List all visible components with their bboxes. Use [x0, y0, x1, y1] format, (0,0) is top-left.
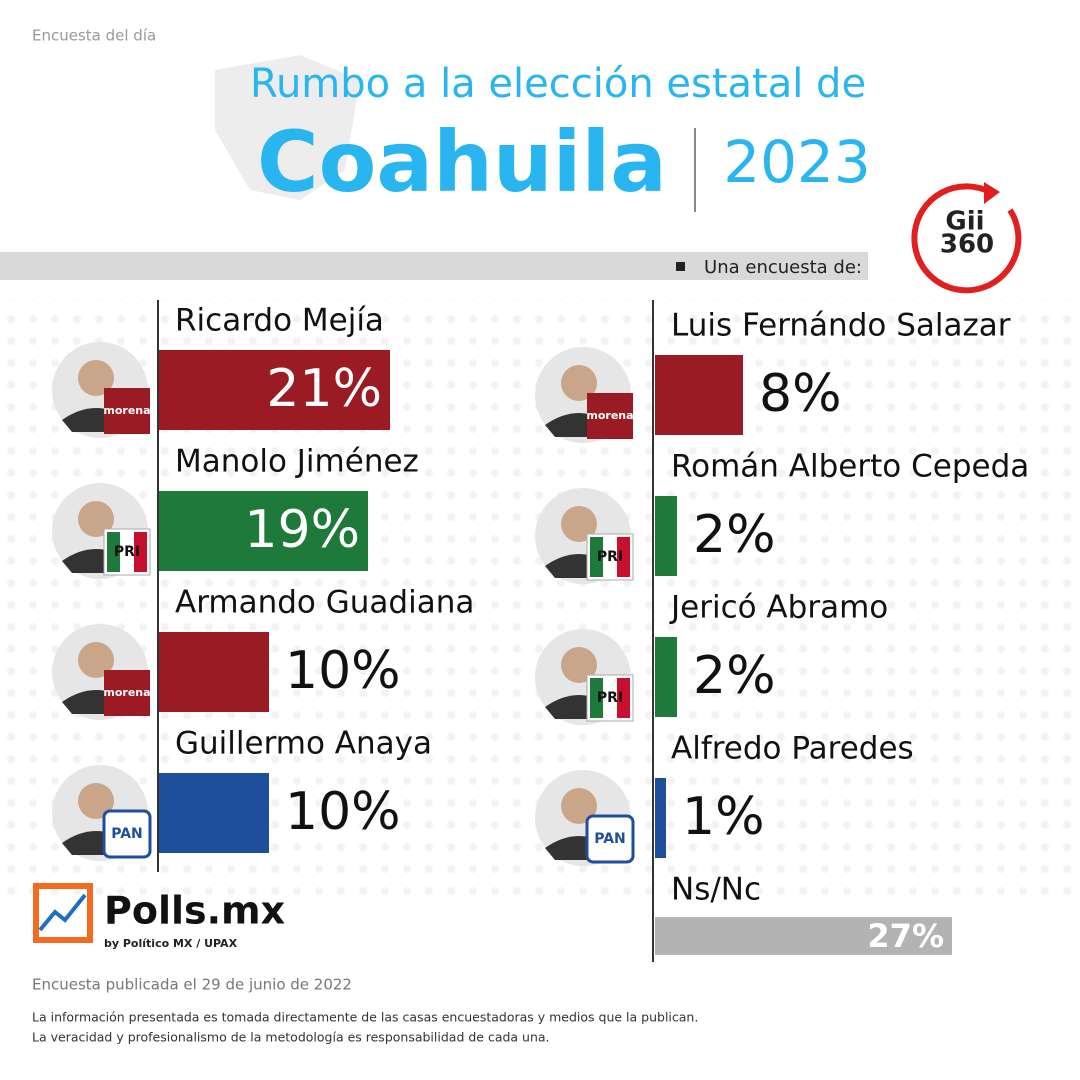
party-label: PAN	[111, 826, 143, 842]
bar	[159, 773, 269, 853]
party-badge	[587, 393, 633, 439]
photo-head	[78, 501, 114, 537]
value-label: 19%	[244, 500, 360, 560]
value-label: 1%	[682, 787, 765, 847]
candidate-name: Alfredo Paredes	[671, 731, 914, 767]
bar	[159, 491, 368, 571]
party-stripe	[617, 678, 630, 718]
logo-text: 360	[940, 230, 994, 260]
value-label: 10%	[285, 641, 401, 701]
value-label: 2%	[693, 646, 776, 706]
state-map	[215, 55, 360, 200]
photo-head	[561, 647, 597, 683]
party-badge	[104, 670, 150, 716]
candidate-name: Guillermo Anaya	[175, 726, 432, 762]
value-label: 21%	[266, 359, 382, 419]
pollster-logo: Gii 360	[911, 182, 1022, 294]
party-stripe	[134, 532, 147, 572]
photo-head	[78, 360, 114, 396]
party-badge	[104, 388, 150, 434]
bar	[655, 637, 677, 717]
brand-logo: Polls.mx by Político MX / UPAX	[33, 883, 285, 950]
brand-byline: by Político MX / UPAX	[104, 937, 238, 950]
bullet	[676, 262, 685, 271]
candidate-name: Ns/Nc	[671, 872, 761, 908]
bar	[159, 350, 390, 430]
candidate-name: Luis Fernándo Salazar	[671, 308, 1011, 344]
candidate-name: Ricardo Mejía	[175, 303, 384, 339]
candidate-name: Román Alberto Cepeda	[671, 449, 1029, 485]
party-label: PRI	[597, 549, 623, 565]
party-stripe	[107, 532, 120, 572]
party-label: morena	[103, 404, 150, 417]
party-label: morena	[586, 409, 633, 422]
logo-ring	[911, 183, 1022, 294]
party-label: PRI	[114, 544, 140, 560]
bar	[655, 778, 666, 858]
photo-head	[78, 783, 114, 819]
party-stripe	[590, 678, 603, 718]
tag: Encuesta del día	[32, 27, 156, 45]
photo-head	[561, 506, 597, 542]
footer-disclaimer: La veracidad y profesionalismo de la met…	[32, 1030, 550, 1045]
footer-disclaimer: La información presentada es tomada dire…	[32, 1010, 698, 1025]
bar	[655, 917, 952, 955]
brand-name: Polls.mx	[104, 889, 285, 933]
party-badge	[102, 809, 152, 859]
brand-icon-line	[38, 893, 87, 932]
title-year: 2023	[723, 128, 871, 196]
candidate-name: Armando Guadiana	[175, 585, 474, 621]
photo-head	[78, 642, 114, 678]
brand-icon	[33, 883, 93, 943]
value-label: 8%	[759, 364, 842, 424]
party-stripe	[590, 537, 603, 577]
bar	[655, 355, 743, 435]
logo-text: Gii	[945, 207, 984, 237]
value-label: 10%	[285, 782, 401, 842]
pollster-note: Una encuesta de:	[704, 257, 862, 278]
photo-head	[561, 365, 597, 401]
party-stripe	[617, 537, 630, 577]
party-label: morena	[103, 686, 150, 699]
candidate-name: Jericó Abramo	[669, 590, 888, 626]
party-badge	[585, 814, 635, 864]
title-state: Coahuila	[257, 113, 667, 211]
value-label: 2%	[693, 505, 776, 565]
value-label: 27%	[867, 917, 944, 955]
candidate-name: Manolo Jiménez	[175, 444, 419, 480]
party-label: PAN	[594, 831, 626, 847]
logo-arrow	[984, 182, 1000, 204]
bar	[655, 496, 677, 576]
photo-head	[561, 788, 597, 824]
party-label: PRI	[597, 690, 623, 706]
footer-date: Encuesta publicada el 29 de junio de 202…	[32, 976, 352, 994]
title-line: Rumbo a la elección estatal de	[250, 61, 866, 107]
bar	[159, 632, 269, 712]
header-strip	[0, 252, 868, 280]
